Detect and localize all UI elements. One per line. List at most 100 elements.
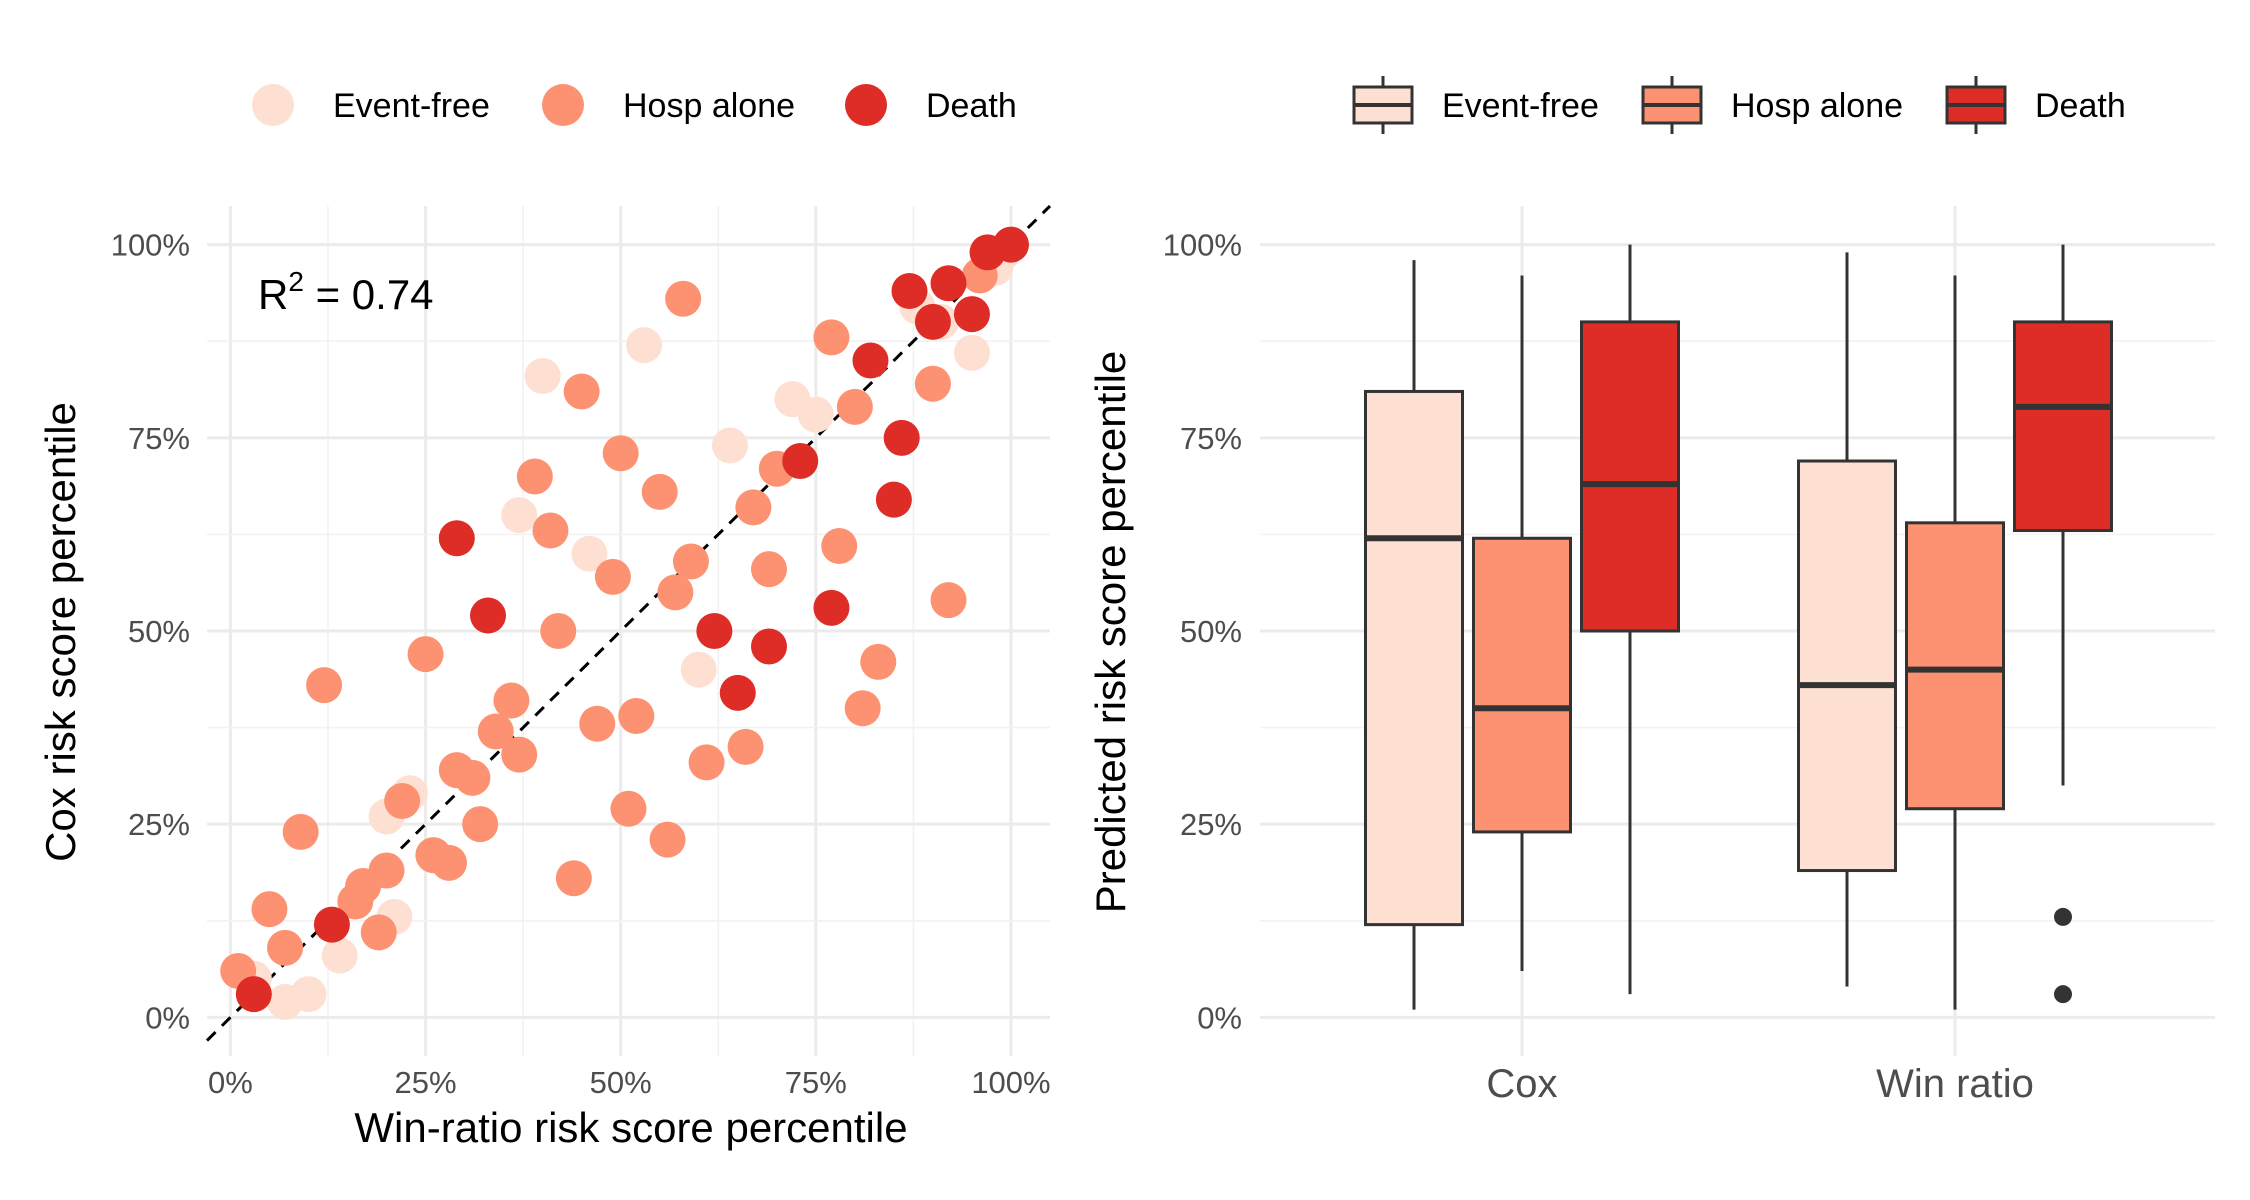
- scatter-point-event-free: [626, 327, 663, 364]
- scatter-point-hosp-alone: [602, 435, 639, 472]
- scatter-point-death: [914, 303, 951, 340]
- scatter-point-event-free: [953, 334, 990, 371]
- scatter-point-event-free: [501, 497, 538, 534]
- legend-label-box-event-free: Event-free: [1442, 87, 1599, 125]
- scatter-point-death: [875, 481, 912, 518]
- boxplot-y-tick-label: 0%: [1197, 1000, 1242, 1035]
- scatter-point-event-free: [680, 651, 717, 688]
- scatter-point-hosp-alone: [282, 813, 319, 850]
- scatter-point-event-free: [290, 976, 327, 1013]
- scatter-point-hosp-alone: [914, 365, 951, 402]
- scatter-point-hosp-alone: [813, 319, 850, 356]
- scatter-point-death: [891, 273, 928, 309]
- r-squared-value: = 0.74: [304, 271, 434, 318]
- scatter-point-hosp-alone: [727, 728, 764, 765]
- scatter-point-hosp-alone: [672, 543, 709, 580]
- box-cox-hosp-alone: [1472, 536, 1572, 834]
- scatter-point-hosp-alone: [563, 373, 600, 410]
- scatter-point-hosp-alone: [384, 783, 421, 819]
- r-squared-symbol: R: [258, 271, 288, 318]
- scatter-point-death: [235, 976, 272, 1013]
- box-win-ratio-hosp-alone: [1905, 521, 2005, 811]
- scatter-point-death: [883, 419, 920, 456]
- scatter-x-tick-label: 25%: [395, 1065, 457, 1100]
- scatter-point-event-free: [524, 358, 561, 394]
- scatter-point-hosp-alone: [516, 458, 553, 495]
- boxplot-y-tick-label: 25%: [1180, 807, 1242, 842]
- scatter-point-hosp-alone: [688, 744, 725, 781]
- scatter-point-hosp-alone: [493, 682, 530, 719]
- legend-key-death: [845, 84, 887, 126]
- box-win-ratio-event-free: [1797, 459, 1897, 873]
- boxplot-y-tick-label: 75%: [1180, 421, 1242, 456]
- scatter-y-tick-label: 50%: [128, 614, 190, 649]
- scatter-point-hosp-alone: [360, 914, 397, 951]
- scatter-point-hosp-alone: [836, 388, 873, 425]
- scatter-y-tick-label: 25%: [128, 807, 190, 842]
- scatter-point-hosp-alone: [610, 790, 647, 827]
- scatter-point-hosp-alone: [267, 929, 304, 966]
- outlier-point-win-ratio-death: [2054, 985, 2072, 1004]
- boxplot-tick-labels: 0% 25% 50% 75% 100% Cox Win ratio: [1163, 228, 2034, 1106]
- scatter-y-tick-label: 100%: [111, 228, 190, 263]
- legend-label-hosp-alone: Hosp alone: [623, 87, 795, 125]
- scatter-point-hosp-alone: [649, 821, 686, 858]
- legend-label-event-free: Event-free: [333, 87, 490, 125]
- scatter-points: [220, 226, 1029, 1020]
- scatter-point-hosp-alone: [594, 558, 631, 595]
- legend-key-hosp-alone: [542, 84, 584, 126]
- scatter-legend: Event-free Hosp alone Death: [252, 84, 1017, 126]
- boxplot-x-tick-label: Cox: [1486, 1062, 1557, 1106]
- boxplot-boxes: [1364, 244, 2113, 1010]
- scatter-point-hosp-alone: [306, 667, 343, 704]
- scatter-panel: 0% 25% 50% 75% 100% 0% 25% 50% 75% 100% R2 = 0.74…: [37, 84, 1052, 1151]
- scatter-point-hosp-alone: [477, 713, 514, 750]
- legend-key-event-free: [252, 84, 294, 126]
- box-win-ratio-death: [2013, 320, 2113, 533]
- scatter-point-hosp-alone: [821, 528, 858, 564]
- scatter-point-hosp-alone: [540, 613, 577, 649]
- box-cox-death: [1580, 320, 1680, 633]
- outlier-point-win-ratio-death: [2054, 907, 2072, 926]
- scatter-point-death: [953, 296, 990, 333]
- scatter-point-death: [696, 613, 733, 649]
- scatter-point-death: [930, 265, 967, 302]
- scatter-x-tick-label: 0%: [208, 1065, 253, 1100]
- scatter-point-hosp-alone: [641, 473, 678, 510]
- scatter-point-hosp-alone: [532, 512, 569, 549]
- r-squared-annotation: R2 = 0.74: [258, 266, 434, 318]
- scatter-point-death: [852, 342, 889, 379]
- boxplot-y-tick-label: 50%: [1180, 614, 1242, 649]
- scatter-point-death: [719, 674, 756, 711]
- scatter-x-tick-label: 75%: [785, 1065, 847, 1100]
- scatter-point-hosp-alone: [751, 551, 787, 588]
- scatter-point-hosp-alone: [407, 636, 444, 673]
- scatter-point-event-free: [711, 427, 748, 464]
- scatter-y-tick-label: 0%: [145, 1000, 190, 1035]
- scatter-point-death: [813, 589, 850, 626]
- scatter-point-hosp-alone: [735, 489, 772, 526]
- scatter-point-event-free: [321, 937, 358, 974]
- scatter-point-hosp-alone: [657, 574, 694, 611]
- scatter-point-hosp-alone: [930, 582, 967, 619]
- scatter-tick-labels: 0% 25% 50% 75% 100% 0% 25% 50% 75% 100%: [111, 228, 1051, 1100]
- scatter-point-hosp-alone: [860, 643, 897, 680]
- scatter-point-hosp-alone: [555, 860, 592, 897]
- scatter-point-hosp-alone: [665, 280, 702, 317]
- box-cox-event-free: [1364, 389, 1464, 927]
- scatter-x-tick-label: 50%: [590, 1065, 652, 1100]
- boxplot-y-tick-label: 100%: [1163, 228, 1242, 263]
- scatter-point-hosp-alone: [454, 759, 491, 796]
- boxplot-y-axis-title: Predicted risk score percentile: [1087, 351, 1134, 914]
- scatter-point-hosp-alone: [251, 891, 288, 928]
- scatter-point-hosp-alone: [618, 698, 655, 734]
- legend-label-death: Death: [926, 87, 1017, 125]
- scatter-point-event-free: [797, 396, 834, 433]
- boxplot-panel: 0% 25% 50% 75% 100% Cox Win ratio Predicted ri…: [1087, 76, 2215, 1106]
- scatter-y-axis-title: Cox risk score percentile: [37, 402, 84, 862]
- scatter-point-death: [470, 597, 506, 634]
- legend-label-box-death: Death: [2035, 87, 2126, 125]
- scatter-point-death: [992, 226, 1029, 263]
- boxplot-legend: Event-free Hosp alone Death: [1352, 76, 2126, 134]
